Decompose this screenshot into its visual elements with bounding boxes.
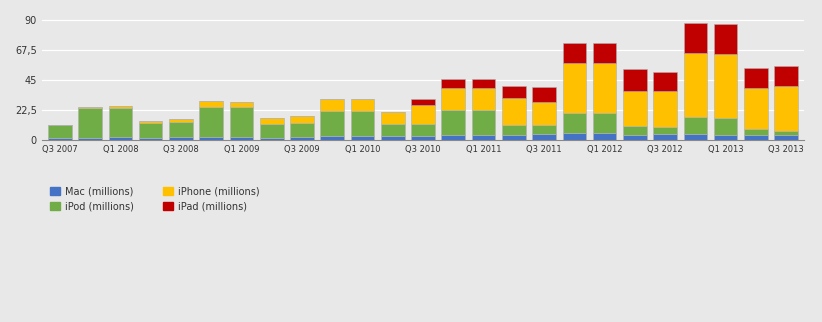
Bar	[200, 107, 223, 137]
Bar	[48, 125, 72, 138]
Bar	[744, 129, 768, 135]
Bar	[502, 86, 525, 98]
Bar	[472, 135, 496, 140]
Bar	[411, 99, 435, 105]
Bar	[533, 134, 556, 140]
Bar	[502, 135, 525, 140]
Bar	[260, 138, 284, 140]
Bar	[229, 102, 253, 107]
Bar	[321, 136, 344, 140]
Bar	[229, 137, 253, 140]
Bar	[78, 108, 102, 138]
Bar	[653, 134, 677, 140]
Bar	[684, 53, 707, 117]
Bar	[139, 121, 163, 123]
Bar	[744, 88, 768, 129]
Bar	[109, 108, 132, 137]
Bar	[533, 88, 556, 102]
Bar	[623, 69, 647, 91]
Bar	[713, 54, 737, 118]
Bar	[744, 68, 768, 88]
Bar	[411, 105, 435, 124]
Bar	[260, 124, 284, 138]
Bar	[441, 135, 465, 140]
Bar	[502, 98, 525, 125]
Bar	[472, 88, 496, 110]
Bar	[169, 122, 192, 137]
Bar	[321, 111, 344, 136]
Bar	[562, 113, 586, 133]
Bar	[290, 116, 314, 123]
Bar	[774, 86, 798, 131]
Bar	[109, 106, 132, 108]
Bar	[533, 102, 556, 125]
Bar	[774, 66, 798, 86]
Bar	[684, 117, 707, 134]
Bar	[684, 134, 707, 140]
Bar	[593, 63, 616, 113]
Bar	[744, 135, 768, 140]
Bar	[502, 125, 525, 135]
Bar	[441, 110, 465, 135]
Bar	[169, 119, 192, 122]
Bar	[109, 137, 132, 140]
Bar	[381, 124, 404, 136]
Bar	[623, 126, 647, 135]
Bar	[623, 135, 647, 140]
Bar	[562, 133, 586, 140]
Bar	[623, 91, 647, 126]
Bar	[351, 99, 374, 111]
Bar	[290, 123, 314, 137]
Bar	[653, 127, 677, 134]
Bar	[713, 135, 737, 140]
Bar	[351, 111, 374, 136]
Bar	[684, 23, 707, 53]
Legend: Mac (millions), iPod (millions), iPhone (millions), iPad (millions): Mac (millions), iPod (millions), iPhone …	[47, 183, 263, 215]
Bar	[774, 131, 798, 135]
Bar	[653, 91, 677, 127]
Bar	[290, 137, 314, 140]
Bar	[229, 107, 253, 137]
Bar	[139, 123, 163, 138]
Bar	[441, 79, 465, 88]
Bar	[713, 24, 737, 54]
Bar	[653, 72, 677, 91]
Bar	[260, 118, 284, 124]
Bar	[200, 137, 223, 140]
Bar	[78, 138, 102, 140]
Bar	[713, 118, 737, 135]
Bar	[411, 136, 435, 140]
Bar	[381, 136, 404, 140]
Bar	[774, 135, 798, 140]
Bar	[169, 137, 192, 140]
Bar	[562, 63, 586, 113]
Bar	[139, 138, 163, 140]
Bar	[533, 125, 556, 134]
Bar	[593, 113, 616, 133]
Bar	[381, 112, 404, 124]
Bar	[48, 138, 72, 140]
Bar	[562, 43, 586, 63]
Bar	[593, 133, 616, 140]
Bar	[441, 88, 465, 110]
Bar	[200, 101, 223, 107]
Bar	[472, 110, 496, 135]
Bar	[411, 124, 435, 136]
Bar	[351, 136, 374, 140]
Bar	[472, 79, 496, 88]
Bar	[321, 99, 344, 111]
Bar	[593, 43, 616, 63]
